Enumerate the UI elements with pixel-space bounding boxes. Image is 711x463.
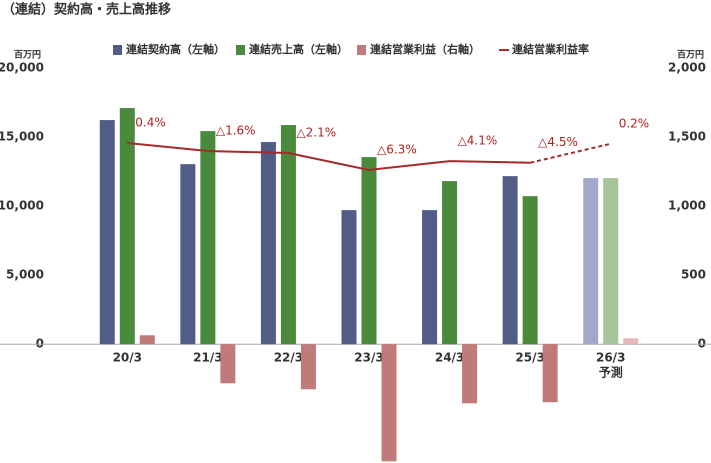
y-tick-label: 5,000 bbox=[6, 268, 44, 282]
legend-label: 連結営業利益（右軸） bbox=[370, 42, 480, 56]
ratio-label: 0.4% bbox=[135, 115, 166, 129]
legend-label: 連結営業利益率 bbox=[512, 42, 589, 56]
bar bbox=[603, 178, 619, 345]
legend-label: 連結売上高（左軸） bbox=[249, 42, 348, 56]
y-unit: 百万円 bbox=[14, 50, 41, 61]
y2-tick-label: 1,500 bbox=[668, 130, 706, 144]
bar bbox=[422, 210, 438, 345]
x-tick-label: 20/3 bbox=[113, 351, 142, 365]
y-tick-label: 20,000 bbox=[0, 61, 44, 75]
y2-tick-label: 1,000 bbox=[668, 199, 706, 213]
y-tick-label: 10,000 bbox=[0, 199, 44, 213]
ratio-label: △6.3% bbox=[377, 142, 417, 156]
bar bbox=[200, 131, 216, 345]
legend-swatch bbox=[113, 45, 122, 55]
forecast-label: 予測 bbox=[599, 365, 623, 380]
y2-tick-label: 500 bbox=[681, 268, 706, 282]
bar bbox=[280, 125, 296, 345]
bar bbox=[502, 176, 518, 345]
ratio-label: △1.6% bbox=[216, 124, 256, 138]
bar bbox=[119, 108, 135, 345]
x-tick-label: 23/3 bbox=[354, 351, 383, 365]
legend-swatch bbox=[236, 45, 245, 55]
bar bbox=[139, 335, 155, 345]
x-tick-label: 22/3 bbox=[274, 351, 303, 365]
bar bbox=[381, 344, 397, 462]
x-tick-label: 25/3 bbox=[515, 351, 544, 365]
legend-label: 連結契約高（左軸） bbox=[126, 42, 225, 56]
bar bbox=[623, 338, 639, 345]
x-tick-label: 21/3 bbox=[193, 351, 222, 365]
bar bbox=[220, 344, 236, 384]
x-tick-label: 24/3 bbox=[435, 351, 464, 365]
legend-swatch bbox=[357, 45, 366, 55]
x-tick-label: 26/3 bbox=[596, 351, 625, 365]
bar bbox=[542, 344, 558, 403]
bar bbox=[462, 344, 478, 404]
ratio-line bbox=[127, 141, 531, 171]
bar bbox=[442, 181, 458, 345]
bar bbox=[361, 157, 377, 345]
y2-tick-label: 2,000 bbox=[668, 61, 706, 75]
ratio-label: △2.1% bbox=[296, 126, 336, 140]
y2-unit: 百万円 bbox=[677, 50, 704, 61]
chart-title: （連結）契約高・売上高推移 bbox=[2, 2, 171, 18]
bar bbox=[522, 196, 538, 345]
bar bbox=[300, 344, 316, 390]
bar bbox=[583, 178, 599, 345]
ratio-label: 0.2% bbox=[619, 116, 650, 130]
bar bbox=[180, 164, 196, 345]
ratio-label: △4.1% bbox=[458, 134, 498, 148]
ratio-label: △4.5% bbox=[538, 135, 578, 149]
y-tick-label: 15,000 bbox=[0, 130, 44, 144]
bar bbox=[341, 210, 357, 345]
bar bbox=[99, 120, 115, 345]
bar bbox=[260, 142, 276, 345]
